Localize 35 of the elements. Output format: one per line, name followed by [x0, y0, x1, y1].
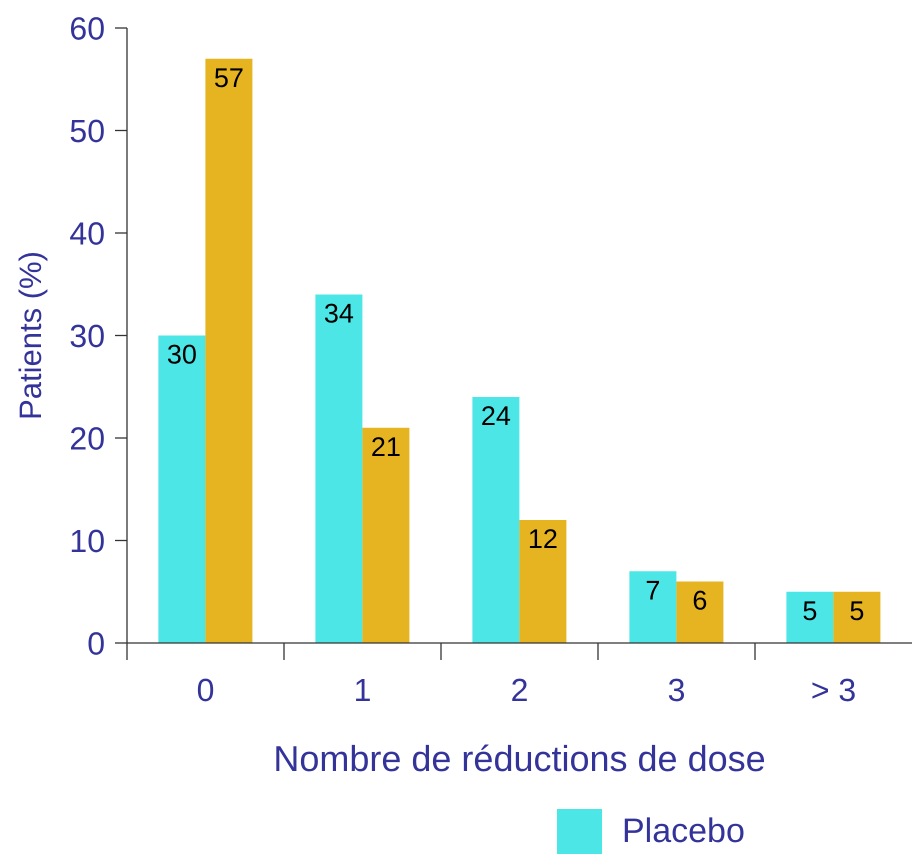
- y-tick-label: 30: [69, 318, 105, 354]
- bar: [205, 58, 252, 643]
- bar: [158, 336, 206, 643]
- data-label: 5: [802, 596, 818, 626]
- bar: [786, 592, 834, 643]
- y-tick-label: 40: [69, 215, 105, 252]
- x-axis-title: Nombre de réductions de dose: [273, 738, 766, 778]
- bar: [676, 582, 724, 643]
- x-tick-label: 0: [196, 672, 214, 708]
- data-label: 5: [849, 596, 864, 626]
- data-label: 24: [480, 401, 511, 432]
- y-tick-label: 60: [69, 10, 105, 46]
- bar: [362, 428, 410, 643]
- x-tick-label: > 3: [810, 672, 856, 708]
- data-label: 57: [214, 62, 244, 93]
- data-label: 7: [645, 575, 660, 606]
- bar: [519, 520, 566, 643]
- data-label: 30: [166, 340, 197, 370]
- y-axis-title: Patients (%): [12, 251, 48, 420]
- x-tick-label: 3: [668, 672, 686, 708]
- y-tick-label: 10: [69, 522, 105, 559]
- bar: [472, 397, 520, 643]
- bar: [629, 571, 676, 643]
- x-tick-label: 1: [354, 672, 372, 708]
- x-tick-label: 2: [510, 672, 528, 708]
- legend-label: Placebo: [622, 811, 745, 852]
- data-label: 6: [692, 586, 708, 616]
- data-label: 21: [370, 432, 401, 462]
- y-tick-label: 0: [87, 625, 105, 662]
- bar: [833, 592, 880, 643]
- data-label: 12: [528, 524, 558, 554]
- y-tick-label: 50: [69, 112, 105, 149]
- bar: [315, 294, 362, 643]
- data-label: 34: [324, 298, 354, 329]
- y-tick-label: 20: [69, 420, 105, 456]
